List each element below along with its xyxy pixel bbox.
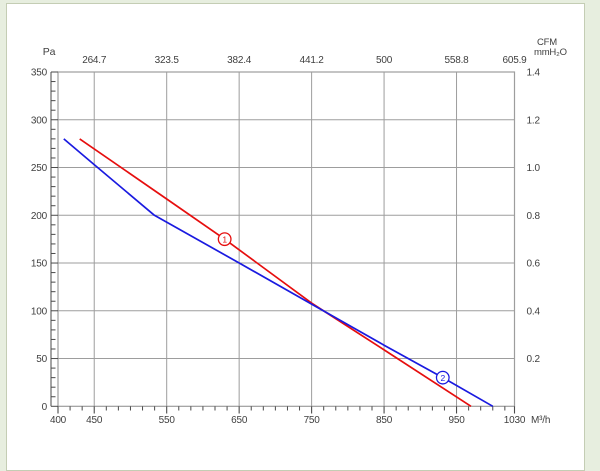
y-left-tick-label: 350 [31, 68, 48, 79]
x-bottom-tick-label: 950 [448, 415, 465, 426]
curve-1 [79, 138, 472, 408]
x-bottom-tick-label: 450 [86, 415, 103, 426]
x-top-tick-label: 558.8 [445, 55, 470, 66]
y-left-tick-label: 150 [31, 259, 48, 270]
curve-1-marker-label: 1 [222, 234, 227, 244]
y-right-tick-label: 0.8 [527, 211, 541, 222]
x-bottom-tick-label: 850 [376, 415, 393, 426]
x-top-tick-label: 500 [376, 55, 393, 66]
y-right-tick-label: 0.6 [527, 259, 541, 270]
y-right-tick-label: 1.2 [527, 115, 541, 126]
curve-2 [63, 138, 494, 408]
x-top-tick-label: 264.7 [82, 55, 107, 66]
x-top-tick-label: 441.2 [300, 55, 325, 66]
y-left-tick-label: 300 [31, 115, 48, 126]
y-left-tick-label: 200 [31, 211, 48, 222]
chart-panel [6, 3, 585, 471]
x-top-tick-label: 323.5 [155, 55, 180, 66]
x-bottom-unit-label: M³/h [531, 415, 550, 426]
y-right-tick-label: 1.4 [527, 68, 541, 79]
y-right-unit-label: mmH₂O [534, 47, 567, 58]
x-bottom-tick-label: 1030 [504, 415, 526, 426]
x-top-tick-label: 382.4 [227, 55, 252, 66]
x-bottom-tick-label: 750 [304, 415, 321, 426]
y-left-tick-label: 100 [31, 306, 48, 317]
x-top-tick-label: 605.9 [502, 55, 527, 66]
curve-1-marker-circle [217, 232, 232, 247]
y-right-tick-label: 1.0 [527, 163, 541, 174]
y-left-tick-label: 250 [31, 163, 48, 174]
x-bottom-tick-label: 400 [50, 415, 67, 426]
x-top-unit-label: CFM [537, 37, 557, 48]
curve-2-marker-label: 2 [440, 373, 445, 383]
y-right-tick-label: 0.2 [527, 354, 541, 365]
x-bottom-tick-label: 650 [231, 415, 248, 426]
curve-2-marker-circle [435, 370, 450, 385]
y-left-tick-label: 0 [42, 402, 48, 413]
y-left-unit-label: Pa [43, 46, 56, 58]
y-right-tick-label: 0.4 [527, 306, 541, 317]
y-left-tick-label: 50 [36, 354, 47, 365]
plot-border [57, 71, 516, 407]
x-bottom-tick-label: 550 [159, 415, 176, 426]
